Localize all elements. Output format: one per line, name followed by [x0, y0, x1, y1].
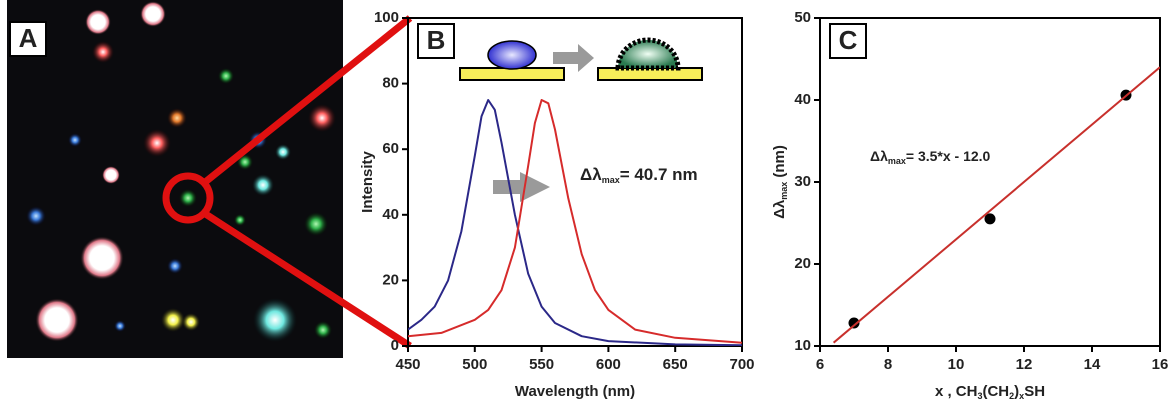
y-tick-label: 0	[391, 337, 399, 354]
x-axis-title: x , CH3(CH2)xSH	[935, 383, 1045, 401]
y-axis-title-part: (nm)	[771, 145, 788, 182]
panel-label-box	[829, 23, 867, 59]
zoom-callout	[162, 15, 413, 349]
x-tick-label: 8	[884, 356, 892, 373]
panel-label: B	[427, 25, 446, 55]
x-tick-label: 10	[948, 356, 965, 373]
y-tick-label: 100	[374, 9, 399, 26]
x-axis-title-part: (CH	[982, 383, 1009, 400]
panel-label: C	[839, 25, 858, 55]
y-axis-title: Δλmax (nm)	[771, 145, 789, 219]
y-tick-label: 40	[382, 206, 399, 223]
x-tick-label: 550	[529, 356, 554, 373]
annotation: Δλmax= 3.5*x - 12.0	[870, 148, 991, 167]
x-tick-label: 12	[1016, 356, 1033, 373]
x-tick-label: 650	[663, 356, 688, 373]
y-axis-title-part: Δλ	[771, 199, 788, 219]
annotation-part: max	[602, 175, 620, 185]
annotation-part: = 40.7 nm	[620, 165, 698, 184]
y-tick-label: 30	[794, 173, 811, 190]
y-tick-label: 50	[794, 9, 811, 26]
data-line	[408, 99, 742, 344]
y-tick-label: 60	[382, 140, 399, 157]
y-tick-label: 20	[382, 271, 399, 288]
y-axis-title-part: max	[779, 182, 789, 200]
data-point	[848, 317, 860, 329]
data-line	[832, 66, 1160, 344]
x-axis-title-part: x , CH	[935, 383, 978, 400]
data-line	[408, 99, 742, 346]
annotation-part: = 3.5*x - 12.0	[906, 148, 991, 164]
x-tick-label: 14	[1084, 356, 1101, 373]
x-tick-label: 16	[1152, 356, 1169, 373]
inset-diagram	[459, 37, 703, 202]
y-tick-label: 40	[794, 91, 811, 108]
plot-frame	[819, 17, 1161, 347]
x-axis-title-part: Wavelength (nm)	[515, 383, 635, 400]
x-tick-label: 500	[462, 356, 487, 373]
annotation-part: max	[888, 156, 906, 166]
x-axis-title: Wavelength (nm)	[515, 383, 635, 400]
panel-label: A	[19, 23, 38, 53]
x-axis-title-part: x	[1019, 391, 1024, 401]
y-tick-label: 20	[794, 255, 811, 272]
plot-frame	[407, 17, 743, 347]
micrograph: A	[7, 0, 343, 358]
x-tick-label: 700	[729, 356, 754, 373]
y-tick-label: 80	[382, 75, 399, 92]
x-tick-label: 6	[816, 356, 824, 373]
annotation-part: Δλ	[870, 148, 888, 164]
x-tick-label: 600	[596, 356, 621, 373]
x-axis-title-part: SH	[1024, 383, 1045, 400]
y-tick-label: 10	[794, 337, 811, 354]
x-axis-title-part: 3	[977, 391, 982, 401]
x-axis-title-part: )	[1014, 383, 1019, 400]
annotation-part: Δλ	[580, 165, 602, 184]
y-axis-title-part: Intensity	[359, 151, 376, 213]
panel-label-box	[417, 23, 455, 59]
x-axis-title-part: 2	[1009, 391, 1014, 401]
data-point	[984, 213, 996, 225]
x-tick-label: 450	[395, 356, 420, 373]
y-axis-title: Intensity	[359, 151, 376, 213]
annotation: Δλmax= 40.7 nm	[580, 165, 698, 185]
